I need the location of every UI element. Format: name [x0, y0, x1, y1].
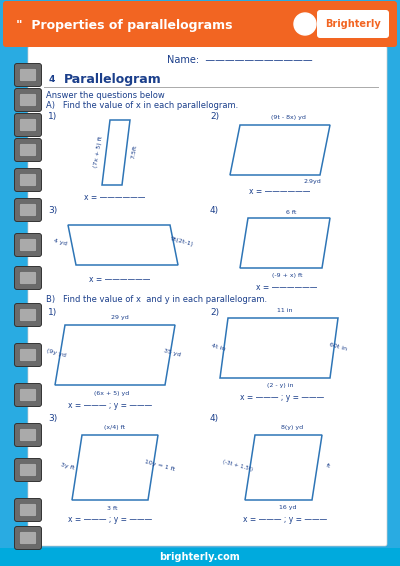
- FancyBboxPatch shape: [14, 88, 42, 112]
- FancyBboxPatch shape: [14, 526, 42, 550]
- Text: x = ——— ; y = ———: x = ——— ; y = ———: [243, 516, 327, 525]
- FancyBboxPatch shape: [14, 63, 42, 87]
- Text: 60t in: 60t in: [329, 342, 347, 351]
- FancyBboxPatch shape: [14, 384, 42, 406]
- Text: (x/4) ft: (x/4) ft: [104, 426, 126, 431]
- FancyBboxPatch shape: [14, 303, 42, 327]
- FancyBboxPatch shape: [20, 272, 36, 285]
- FancyBboxPatch shape: [14, 169, 42, 191]
- FancyBboxPatch shape: [20, 428, 36, 441]
- Text: Answer the questions below: Answer the questions below: [46, 91, 165, 100]
- FancyBboxPatch shape: [14, 114, 42, 136]
- FancyBboxPatch shape: [20, 308, 36, 321]
- Text: 1): 1): [48, 307, 57, 316]
- FancyBboxPatch shape: [20, 144, 36, 157]
- Text: x = ——— ; y = ———: x = ——— ; y = ———: [68, 401, 152, 410]
- Text: 2): 2): [210, 112, 219, 121]
- Text: 2.9yd: 2.9yd: [303, 179, 321, 185]
- FancyBboxPatch shape: [20, 388, 36, 401]
- Text: 4): 4): [210, 205, 219, 215]
- FancyBboxPatch shape: [20, 464, 36, 477]
- Text: 1): 1): [48, 112, 57, 121]
- FancyBboxPatch shape: [20, 93, 36, 106]
- Text: 10y = 1 ft: 10y = 1 ft: [144, 460, 176, 473]
- FancyBboxPatch shape: [20, 118, 36, 131]
- Text: (2 - y) in: (2 - y) in: [267, 384, 293, 388]
- Text: x = ——————: x = ——————: [256, 284, 318, 293]
- FancyBboxPatch shape: [14, 344, 42, 367]
- FancyBboxPatch shape: [14, 499, 42, 521]
- FancyBboxPatch shape: [14, 423, 42, 447]
- Text: 3 ft: 3 ft: [107, 505, 117, 511]
- FancyBboxPatch shape: [20, 238, 36, 251]
- Text: brighterly.com: brighterly.com: [160, 552, 240, 562]
- Text: 2): 2): [210, 307, 219, 316]
- Text: B)   Find the value of x  and y in each parallelogram.: B) Find the value of x and y in each par…: [46, 295, 267, 305]
- Text: 9t(2t-1): 9t(2t-1): [170, 237, 194, 247]
- Text: 8(y) yd: 8(y) yd: [281, 426, 303, 431]
- Text: x = ——————: x = ——————: [89, 276, 151, 285]
- FancyBboxPatch shape: [20, 531, 36, 544]
- Bar: [0, 548, 400, 566]
- Text: Brighterly: Brighterly: [325, 19, 381, 29]
- FancyBboxPatch shape: [317, 10, 389, 38]
- Text: 3): 3): [48, 414, 57, 422]
- Text: "  Properties of parallelograms: " Properties of parallelograms: [16, 19, 232, 32]
- Text: 4: 4: [49, 75, 55, 84]
- Text: (7x + 5) ft: (7x + 5) ft: [93, 136, 103, 168]
- FancyBboxPatch shape: [14, 458, 42, 482]
- Text: 11 in: 11 in: [277, 308, 293, 314]
- Text: (9y yd: (9y yd: [46, 348, 66, 358]
- FancyBboxPatch shape: [20, 504, 36, 517]
- Circle shape: [294, 13, 316, 35]
- Text: 4 yd: 4 yd: [53, 238, 67, 246]
- FancyBboxPatch shape: [3, 1, 397, 47]
- Text: (6x + 5) yd: (6x + 5) yd: [94, 391, 130, 396]
- Circle shape: [45, 72, 59, 86]
- Text: x = ——— ; y = ———: x = ——— ; y = ———: [240, 393, 324, 402]
- Text: x = ——————: x = ——————: [84, 194, 146, 203]
- FancyBboxPatch shape: [28, 46, 387, 546]
- Text: 29 yd: 29 yd: [111, 315, 129, 319]
- FancyBboxPatch shape: [14, 139, 42, 161]
- Text: 3): 3): [48, 205, 57, 215]
- FancyBboxPatch shape: [20, 349, 36, 362]
- Text: 7.5ft: 7.5ft: [130, 144, 138, 160]
- Text: x = ——— ; y = ———: x = ——— ; y = ———: [68, 516, 152, 525]
- Text: 4t in: 4t in: [210, 343, 226, 351]
- Text: 6 ft: 6 ft: [286, 209, 296, 215]
- FancyBboxPatch shape: [14, 234, 42, 256]
- FancyBboxPatch shape: [20, 174, 36, 187]
- Text: 35 yd: 35 yd: [163, 348, 181, 358]
- FancyBboxPatch shape: [20, 68, 36, 82]
- FancyBboxPatch shape: [20, 204, 36, 217]
- Text: (9t - 8x) yd: (9t - 8x) yd: [270, 115, 306, 121]
- Text: Parallelogram: Parallelogram: [64, 72, 162, 85]
- Text: 4): 4): [210, 414, 219, 422]
- Text: 3y ft: 3y ft: [60, 462, 76, 470]
- Text: A)   Find the value of x in each parallelogram.: A) Find the value of x in each parallelo…: [46, 101, 238, 109]
- Text: Name:  ———————————: Name: ———————————: [167, 55, 313, 65]
- Text: x = ——————: x = ——————: [249, 187, 311, 196]
- Text: 16 yd: 16 yd: [279, 505, 297, 511]
- FancyBboxPatch shape: [14, 267, 42, 289]
- Text: (-3t + 1.5t): (-3t + 1.5t): [222, 460, 254, 473]
- Text: ft: ft: [325, 463, 331, 469]
- Text: (-9 + x) ft: (-9 + x) ft: [272, 273, 302, 278]
- FancyBboxPatch shape: [14, 199, 42, 221]
